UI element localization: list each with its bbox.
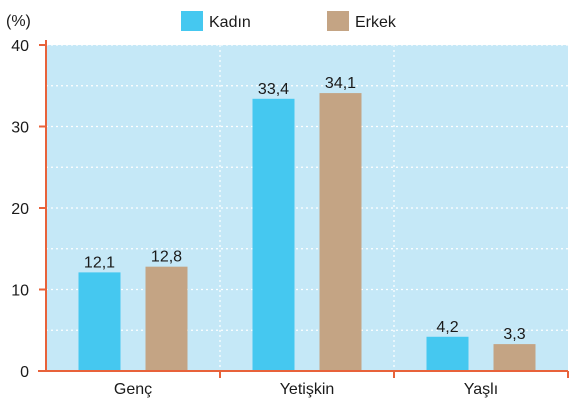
bar-kadın-2 (252, 98, 295, 371)
y-tick-label: 0 (20, 364, 29, 381)
category-label: Yaşlı (464, 381, 498, 398)
data-label: 12,8 (151, 249, 182, 266)
legend: Kadın Erkek (181, 11, 397, 31)
data-label: 3,3 (503, 326, 525, 343)
bar-kadın-3 (426, 336, 469, 371)
bar-erkek-1 (145, 266, 188, 371)
data-label: 33,4 (258, 81, 289, 98)
bars (78, 93, 536, 372)
axes (38, 40, 569, 378)
legend-label-kadın: Kadın (209, 14, 251, 31)
data-label: 34,1 (325, 75, 356, 92)
y-tick-label: 30 (11, 120, 29, 137)
category-label: Yetişkin (280, 381, 335, 398)
y-tick-label: 40 (11, 38, 29, 55)
y-axis-unit-label: (%) (6, 13, 31, 30)
labels: 12,1 12,8 Genç 33,4 34,1 Yetişkin 4,2 3,3 Yaşlı 0… (6, 13, 526, 398)
legend-swatch-kadın (181, 11, 203, 31)
bar-erkek-2 (319, 93, 362, 372)
bar-erkek-3 (493, 344, 536, 371)
legend-label-erkek: Erkek (355, 14, 397, 31)
y-tick-label: 10 (11, 283, 29, 300)
data-label: 12,1 (84, 254, 115, 271)
legend-swatch-erkek (327, 11, 349, 31)
data-label: 4,2 (436, 319, 458, 336)
y-tick-label: 20 (11, 201, 29, 218)
grid-lines (46, 44, 568, 371)
category-label: Genç (114, 381, 152, 398)
bar-kadın-1 (78, 272, 121, 371)
